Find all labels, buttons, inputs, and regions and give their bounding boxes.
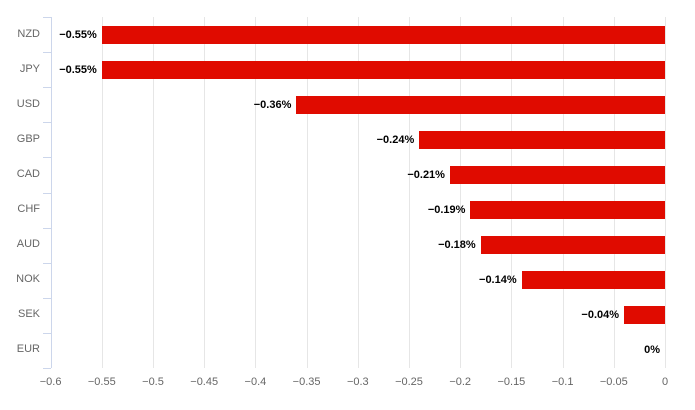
bar <box>101 61 665 79</box>
category-label: NZD <box>17 28 40 40</box>
gridline <box>153 17 154 368</box>
bar-value-label: 0% <box>644 344 660 356</box>
category-label: EUR <box>16 343 40 355</box>
x-tick-label: −0.55 <box>87 376 116 388</box>
bar <box>419 131 665 149</box>
x-tick-label: −0.05 <box>599 376 628 388</box>
gridline <box>562 17 564 368</box>
bar-value-label: −0.55% <box>59 29 97 41</box>
gridline <box>101 17 103 368</box>
category-tick <box>42 87 51 88</box>
x-tick-label: −0.2 <box>449 376 472 388</box>
category-tick <box>42 333 51 334</box>
category-tick <box>42 122 51 123</box>
gridline <box>204 17 206 368</box>
gridline <box>665 17 666 368</box>
x-tick-label: −0.5 <box>142 376 164 388</box>
bar <box>521 271 665 289</box>
category-label: USD <box>16 98 40 110</box>
category-label: SEK <box>17 308 40 320</box>
category-label: CAD <box>16 168 40 180</box>
bar <box>449 166 665 184</box>
gridline <box>511 17 513 368</box>
x-tick-label: −0.45 <box>190 376 219 388</box>
category-label: CHF <box>17 203 40 215</box>
x-tick-label: −0.6 <box>39 376 62 388</box>
bar-value-label: −0.21% <box>407 169 445 181</box>
bar <box>480 236 665 254</box>
x-tick-label: −0.1 <box>551 376 574 388</box>
x-tick-label: −0.4 <box>244 376 267 388</box>
x-tick-label: −0.3 <box>346 376 369 388</box>
category-tick <box>42 52 51 53</box>
bar <box>470 201 665 219</box>
category-tick <box>42 157 51 158</box>
category-label: NOK <box>16 273 40 285</box>
gridline <box>306 17 308 368</box>
category-tick <box>42 17 51 18</box>
x-tick-label: −0.15 <box>497 376 526 388</box>
bar <box>296 96 665 114</box>
bar <box>624 306 665 324</box>
bar-value-label: −0.04% <box>581 309 620 321</box>
category-tick <box>42 368 51 369</box>
bar-value-label: −0.14% <box>479 274 517 286</box>
category-label: AUD <box>16 238 40 250</box>
bar-value-label: −0.36% <box>253 99 292 111</box>
gridline <box>613 17 615 368</box>
category-tick <box>42 228 51 229</box>
gridline <box>255 17 257 368</box>
category-label: GBP <box>16 133 40 145</box>
bar-value-label: −0.19% <box>427 204 466 216</box>
x-tick-label: −0.35 <box>292 376 321 388</box>
x-tick-label: 0 <box>661 376 669 388</box>
bar <box>101 26 665 44</box>
bar-value-label: −0.24% <box>376 134 415 146</box>
category-axis-line <box>50 17 52 368</box>
gridline <box>357 17 359 368</box>
gridline <box>409 17 410 368</box>
gridline <box>460 17 462 368</box>
bar-value-label: −0.55% <box>59 64 97 76</box>
category-tick <box>42 263 51 264</box>
category-tick <box>42 193 51 194</box>
x-tick-label: −0.25 <box>395 376 423 388</box>
category-tick <box>42 298 51 299</box>
category-label: JPY <box>19 63 40 75</box>
bar-value-label: −0.18% <box>438 239 476 251</box>
